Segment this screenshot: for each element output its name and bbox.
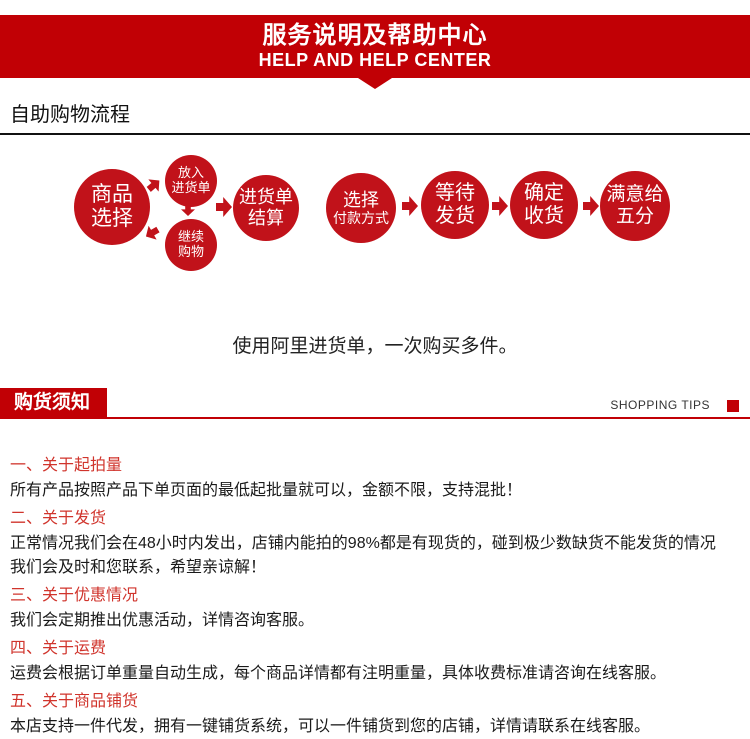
flow-step-payment: 选择 付款方式 (326, 173, 396, 243)
step-label: 等待 (435, 182, 475, 204)
step-label: 满意给 (606, 184, 664, 206)
arrow-right-icon (583, 196, 599, 216)
substep-label: 放入 (177, 165, 204, 181)
flow-caption: 使用阿里进货单，一次购买多件。 (232, 336, 518, 357)
step-label: 进货单 (239, 187, 293, 208)
flow-substep-add-to-list: 放入 进货单 (165, 155, 217, 207)
banner-pointer-triangle (358, 78, 392, 89)
banner-subtitle: HELP AND HELP CENTER (258, 49, 492, 70)
flow-step-wait-shipping: 等待 发货 (421, 171, 489, 239)
arrow-right-icon (216, 197, 232, 217)
flow-substep-continue-shopping: 继续 购物 (165, 219, 217, 271)
notice-heading: 五、关于商品铺货 (10, 693, 139, 710)
notice-heading: 三、关于优惠情况 (10, 587, 139, 604)
substep-label: 继续 (177, 229, 204, 245)
purchase-notice: 一、关于起拍量 所有产品按照产品下单页面的最低起批量就可以，金额不限，支持混批！… (0, 419, 750, 739)
banner-title: 服务说明及帮助中心 (262, 21, 488, 49)
notice-section: 二、关于发货 正常情况我们会在48小时内发出，店铺内能拍的98%都是有现货的，碰… (10, 508, 740, 580)
red-square-icon (727, 400, 739, 412)
step-label: 结算 (248, 208, 284, 228)
notice-section: 五、关于商品铺货 本店支持一件代发，拥有一键铺货系统，可以一件铺货到您的店铺，详… (10, 691, 740, 739)
notice-body: 我们会定期推出优惠活动，详情咨询客服。 (10, 612, 315, 629)
notice-section: 一、关于起拍量 所有产品按照产品下单页面的最低起批量就可以，金额不限，支持混批！ (10, 455, 740, 503)
notice-body: 正常情况我们会在48小时内发出，店铺内能拍的98%都是有现货的，碰到极少数缺货不… (10, 535, 716, 576)
top-whitespace (0, 0, 750, 15)
flow-step-product-select: 商品 选择 (74, 169, 150, 245)
notice-body: 运费会根据订单重量自动生成，每个商品详情都有注明重量，具体收费标准请咨询在线客服… (10, 665, 667, 682)
help-center-banner: 服务说明及帮助中心 HELP AND HELP CENTER (0, 15, 750, 78)
notice-heading: 二、关于发货 (10, 510, 107, 527)
step-label: 选择 (91, 207, 133, 230)
step-label: 发货 (435, 205, 475, 227)
flow-step-checkout: 进货单 结算 (233, 175, 299, 241)
step-label: 确定 (524, 182, 564, 204)
arrow-right-icon (492, 196, 508, 216)
substep-label: 进货单 (171, 180, 211, 195)
flow-step-confirm-receipt: 确定 收货 (510, 171, 578, 239)
step-label: 收货 (524, 205, 564, 227)
step-label: 商品 (91, 182, 133, 206)
process-section-title: 自助购物流程 (10, 104, 130, 126)
notice-section: 四、关于运费 运费会根据订单重量自动生成，每个商品详情都有注明重量，具体收费标准… (10, 638, 740, 686)
section-divider (0, 133, 750, 135)
tips-banner-label: 购货须知 (0, 388, 107, 417)
flow-step-five-star: 满意给 五分 (600, 171, 670, 241)
notice-section: 三、关于优惠情况 我们会定期推出优惠活动，详情咨询客服。 (10, 585, 740, 633)
notice-heading: 四、关于运费 (10, 640, 107, 657)
substep-label: 购物 (177, 244, 204, 259)
tips-banner-english: SHOPPING TIPS (610, 398, 710, 412)
shopping-tips-bar: 购货须知 SHOPPING TIPS (0, 388, 750, 419)
shopping-flow-diagram: 商品 选择 放入 进货单 继续 购物 进货单 结算 选择 付款方式 等待 发货 … (0, 137, 750, 305)
notice-heading: 一、关于起拍量 (10, 457, 123, 474)
arrow-right-icon (402, 196, 418, 216)
notice-body: 所有产品按照产品下单页面的最低起批量就可以，金额不限，支持混批！ (10, 482, 523, 499)
step-label: 五分 (615, 206, 654, 227)
notice-body: 本店支持一件代发，拥有一键铺货系统，可以一件铺货到您的店铺，详情请联系在线客服。 (10, 718, 651, 735)
step-label: 付款方式 (333, 210, 389, 227)
step-label: 选择 (343, 189, 379, 210)
